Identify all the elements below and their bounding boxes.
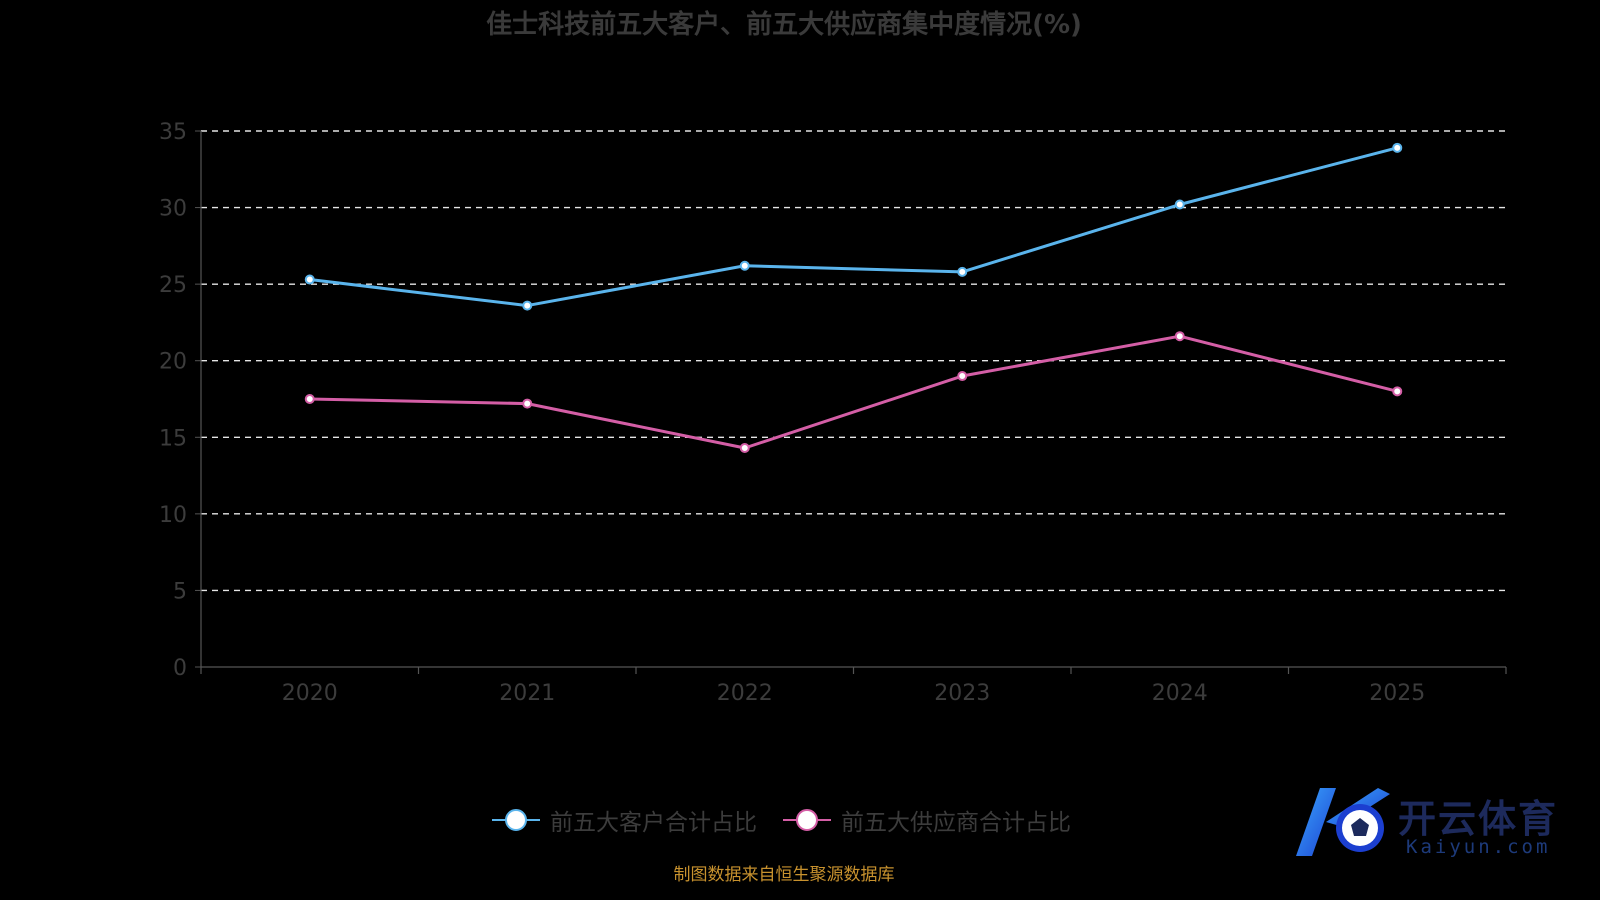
legend-label: 前五大供应商合计占比 xyxy=(841,810,1071,836)
series-0 xyxy=(304,142,1403,311)
series-1 xyxy=(304,331,1403,454)
series-line xyxy=(309,334,1398,450)
y-tick-label: 5 xyxy=(173,579,187,604)
ball-icon xyxy=(1296,788,1390,856)
data-point xyxy=(304,394,315,404)
x-tick-label: 2021 xyxy=(499,681,555,706)
data-point xyxy=(1392,386,1403,397)
legend-item-suppliers[interactable]: 前五大供应商合计占比 xyxy=(783,800,1071,840)
y-tick-label: 35 xyxy=(159,120,187,145)
data-point xyxy=(1174,331,1185,342)
y-tick-label: 20 xyxy=(159,350,187,375)
legend: 前五大客户合计占比 前五大供应商合计占比 xyxy=(0,800,1568,840)
legend-item-customers[interactable]: 前五大客户合计占比 xyxy=(492,800,757,840)
legend-marker-icon xyxy=(492,800,540,840)
data-point xyxy=(304,274,315,285)
y-tick-label: 10 xyxy=(159,503,187,528)
data-point xyxy=(739,260,750,271)
y-tick-label: 30 xyxy=(159,197,187,222)
data-point xyxy=(957,266,968,277)
data-point xyxy=(1174,199,1185,210)
x-tick-label: 2025 xyxy=(1369,681,1425,706)
x-tick-label: 2023 xyxy=(934,681,990,706)
y-tick-label: 0 xyxy=(173,656,187,681)
source-note: 制图数据来自恒生聚源数据库 xyxy=(673,865,895,885)
y-tick-label: 25 xyxy=(159,273,187,298)
chart-title: 佳士科技前五大客户、前五大供应商集中度情况(%) xyxy=(486,10,1082,40)
x-tick-label: 2020 xyxy=(282,681,338,706)
y-tick-label: 15 xyxy=(159,426,187,451)
grid-lines xyxy=(201,130,1506,592)
logo-brand-text: 开云体育 xyxy=(1398,797,1559,841)
kaiyun-logo: 开云体育 Kaiyun.com xyxy=(1286,782,1558,862)
x-tick-label: 2022 xyxy=(717,681,773,706)
data-point xyxy=(739,443,750,454)
data-point xyxy=(522,300,533,311)
data-point xyxy=(957,371,968,382)
data-point xyxy=(1392,142,1403,153)
legend-marker-icon xyxy=(783,800,831,840)
x-tick-label: 2024 xyxy=(1152,681,1208,706)
legend-label: 前五大客户合计占比 xyxy=(550,810,757,836)
series-line xyxy=(309,146,1398,308)
logo-domain-text: Kaiyun.com xyxy=(1406,836,1551,858)
data-point xyxy=(522,398,533,409)
series xyxy=(304,142,1403,454)
